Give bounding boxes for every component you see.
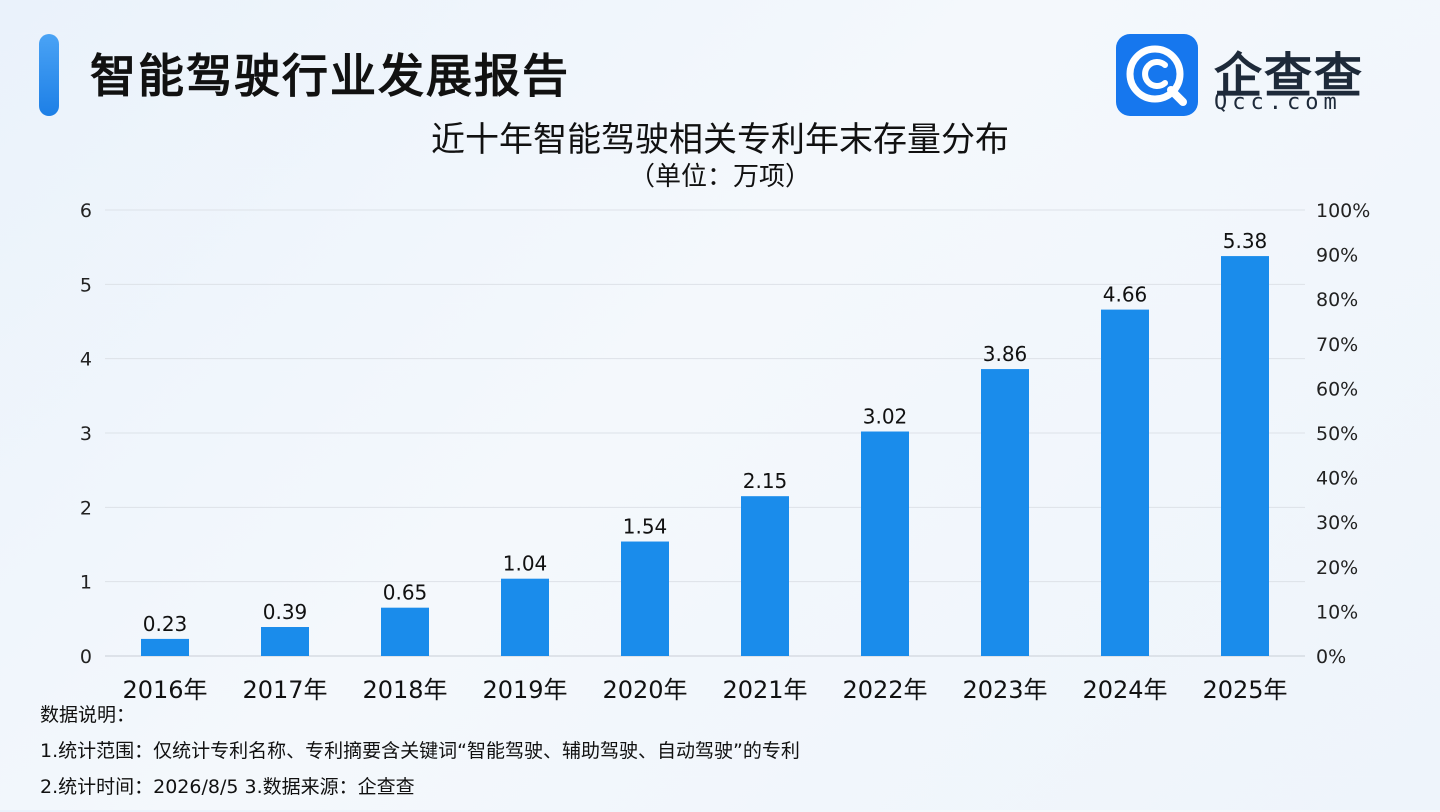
qcc-logo-icon: [1116, 34, 1198, 116]
y-tick-label: 5: [80, 274, 92, 296]
y-tick-label: 6: [80, 200, 92, 222]
data-label: 5.38: [1223, 229, 1268, 253]
data-label: 4.66: [1103, 283, 1148, 307]
bar: [981, 369, 1029, 656]
bar: [381, 607, 429, 656]
y2-tick-label: 30%: [1316, 512, 1358, 534]
x-tick-label: 2020年: [602, 676, 687, 704]
bar: [261, 627, 309, 656]
x-tick-label: 2016年: [122, 676, 207, 704]
bar: [1221, 256, 1269, 656]
data-label: 0.65: [383, 581, 428, 605]
notes-line-2: 2.统计时间：2026/8/5 3.数据来源：企查查: [40, 776, 415, 798]
y2-tick-label: 10%: [1316, 601, 1358, 623]
data-notes: 数据说明： 1.统计范围：仅统计专利名称、专利摘要含关键词“智能驾驶、辅助驾驶、…: [40, 704, 800, 812]
data-label: 1.54: [623, 515, 668, 539]
y2-tick-label: 80%: [1316, 289, 1358, 311]
data-label: 1.04: [503, 552, 548, 576]
x-tick-label: 2024年: [1082, 676, 1167, 704]
data-label: 2.15: [743, 469, 788, 493]
bar: [141, 638, 189, 656]
bar: [741, 496, 789, 656]
chart-subtitle: （单位：万项）: [628, 162, 811, 192]
bar: [861, 431, 909, 656]
x-tick-label: 2019年: [482, 676, 567, 704]
y2-tick-label: 100%: [1316, 200, 1370, 222]
y-tick-label: 4: [80, 349, 92, 371]
qcc-logo: 企查查 Qcc.com: [1116, 34, 1416, 118]
title-accent-bar: [39, 34, 59, 116]
bar: [1101, 309, 1149, 656]
x-tick-label: 2018年: [362, 676, 447, 704]
y-tick-label: 0: [80, 646, 92, 668]
bar: [621, 541, 669, 656]
y-tick-label: 1: [80, 572, 92, 594]
data-label: 0.23: [143, 612, 188, 636]
y2-tick-label: 50%: [1316, 423, 1358, 445]
logo-name: 企查查: [1214, 48, 1365, 104]
y2-tick-label: 60%: [1316, 378, 1358, 400]
x-tick-label: 2017年: [242, 676, 327, 704]
data-label: 3.86: [983, 342, 1028, 366]
y-tick-label: 3: [80, 423, 92, 445]
y2-tick-label: 70%: [1316, 334, 1358, 356]
y2-tick-label: 20%: [1316, 557, 1358, 579]
y2-tick-label: 90%: [1316, 245, 1358, 267]
y-tick-label: 2: [80, 497, 92, 519]
y2-tick-label: 0%: [1316, 646, 1346, 668]
notes-heading: 数据说明：: [40, 704, 136, 726]
bar: [501, 578, 549, 656]
report-title: 智能驾驶行业发展报告: [90, 49, 570, 103]
x-tick-label: 2023年: [962, 676, 1047, 704]
x-tick-label: 2025年: [1202, 676, 1287, 704]
chart-title: 近十年智能驾驶相关专利年末存量分布: [431, 120, 1009, 160]
x-tick-label: 2021年: [722, 676, 807, 704]
logo-domain: Qcc.com: [1214, 90, 1342, 115]
data-label: 3.02: [863, 405, 908, 429]
data-label: 0.39: [263, 600, 308, 624]
x-tick-label: 2022年: [842, 676, 927, 704]
y2-tick-label: 40%: [1316, 468, 1358, 490]
notes-line-1: 1.统计范围：仅统计专利名称、专利摘要含关键词“智能驾驶、辅助驾驶、自动驾驶”的…: [40, 740, 800, 762]
